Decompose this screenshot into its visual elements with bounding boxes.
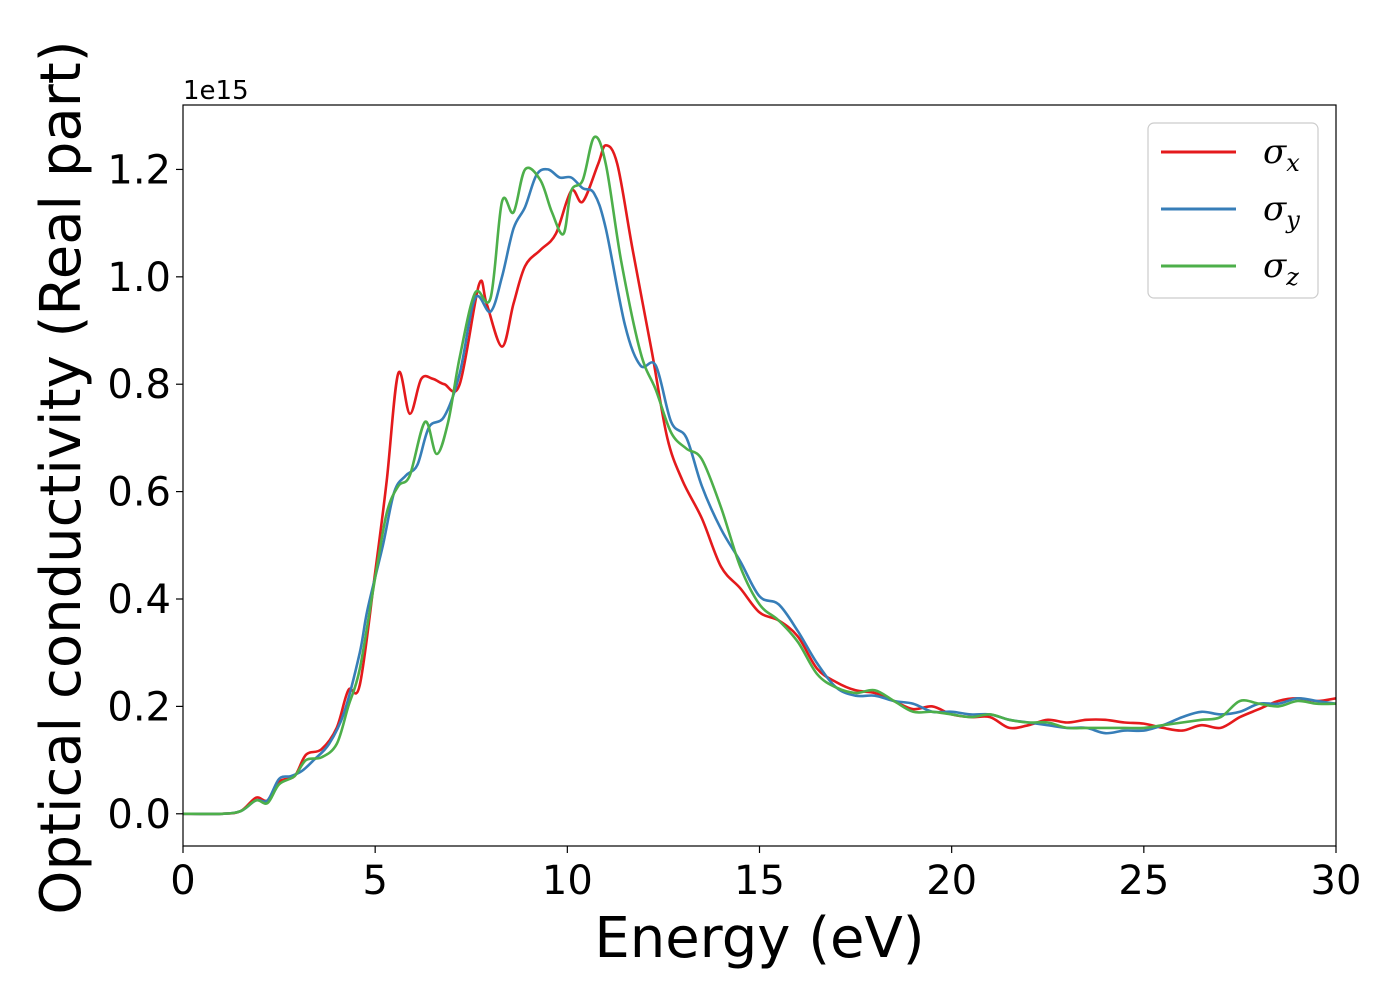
x-tick-label: 25: [1118, 858, 1169, 904]
y-tick-label: 1.2: [107, 147, 171, 193]
y-axis-title: Optical conductivity (Real part): [29, 40, 94, 914]
y-tick-label: 1.0: [107, 255, 171, 301]
y-axis: 0.0 0.2 0.4 0.6 0.8 1.0 1.2: [107, 147, 183, 838]
y-offset-label: 1e15: [183, 76, 249, 106]
x-axis-title: Energy (eV): [594, 906, 924, 971]
legend-subscript: x: [1286, 149, 1300, 177]
series-layer: [183, 135, 1336, 816]
legend-subscript: z: [1285, 263, 1299, 291]
x-tick-label: 15: [734, 858, 785, 904]
y-tick-label: 0.6: [107, 470, 171, 516]
x-tick-label: 30: [1311, 858, 1362, 904]
x-axis: 0 5 10 15 20 25 30: [170, 846, 1361, 904]
series-line-z: [183, 135, 1336, 816]
x-tick-label: 0: [170, 858, 195, 904]
y-tick-label: 0.0: [107, 792, 171, 838]
legend-subscript: y: [1285, 206, 1300, 234]
y-tick-label: 0.8: [107, 362, 171, 408]
series-line-y: [183, 167, 1336, 816]
y-tick-label: 0.2: [107, 684, 171, 730]
x-tick-label: 5: [362, 858, 387, 904]
legend-label-z: σz: [1263, 246, 1299, 291]
y-tick-label: 0.4: [107, 577, 171, 623]
x-tick-label: 20: [926, 858, 977, 904]
x-tick-label: 10: [542, 858, 593, 904]
